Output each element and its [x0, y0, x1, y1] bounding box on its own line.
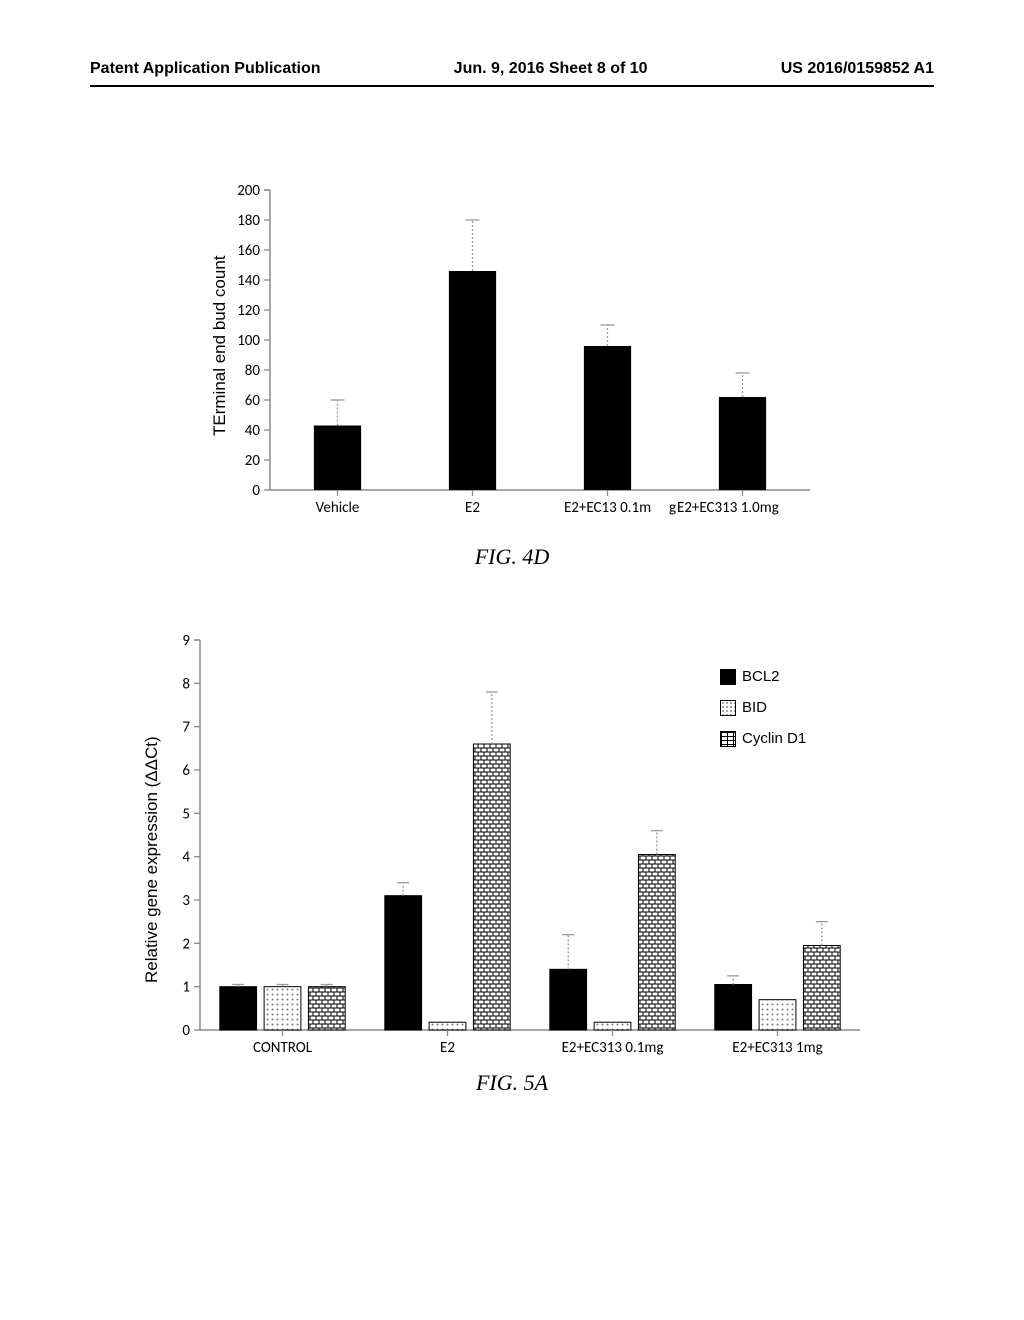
svg-text:9: 9: [182, 632, 190, 650]
header-center: Jun. 9, 2016 Sheet 8 of 10: [454, 60, 648, 78]
svg-text:1: 1: [182, 979, 190, 997]
svg-text:E2: E2: [465, 499, 480, 517]
svg-text:E2+EC313 1.0mg: E2+EC313 1.0mg: [677, 499, 779, 517]
svg-text:2: 2: [182, 935, 190, 953]
svg-text:0: 0: [182, 1022, 190, 1040]
fig-4d-chart: 0 20 40 60 80 100 120 140 160 180 200 Vehicle E2 E2+E…: [224, 182, 820, 526]
svg-text:E2: E2: [440, 1039, 455, 1057]
header-right: US 2016/0159852 A1: [781, 60, 934, 78]
legend-item-bid: BID: [720, 699, 806, 716]
legend-label: BCL2: [742, 668, 780, 685]
legend-label: Cyclin D1: [742, 730, 806, 747]
svg-text:20: 20: [245, 452, 261, 470]
svg-text:CONTROL: CONTROL: [253, 1039, 313, 1057]
header-rule: [90, 85, 934, 87]
svg-text:g: g: [669, 499, 676, 517]
svg-text:120: 120: [237, 302, 260, 320]
svg-text:E2+EC13 0.1m: E2+EC13 0.1m: [564, 499, 651, 517]
fig-4d-caption: FIG. 4D: [0, 544, 1024, 570]
svg-text:4: 4: [182, 849, 190, 867]
svg-text:40: 40: [245, 422, 261, 440]
svg-text:5: 5: [182, 805, 190, 823]
legend-swatch-solid: [720, 669, 736, 685]
svg-text:60: 60: [245, 392, 261, 410]
svg-text:3: 3: [182, 892, 190, 910]
svg-text:80: 80: [245, 362, 261, 380]
legend-label: BID: [742, 699, 767, 716]
fig-5a-caption: FIG. 5A: [0, 1070, 1024, 1096]
svg-text:100: 100: [237, 332, 260, 350]
svg-text:200: 200: [237, 182, 260, 200]
svg-text:7: 7: [182, 719, 190, 737]
svg-text:E2+EC313 1mg: E2+EC313 1mg: [732, 1039, 822, 1057]
header-left: Patent Application Publication: [90, 60, 321, 78]
fig-4d-svg: 0 20 40 60 80 100 120 140 160 180 200 Vehicle E2 E2+E…: [224, 182, 820, 526]
svg-text:180: 180: [237, 212, 260, 230]
svg-text:Vehicle: Vehicle: [316, 499, 360, 517]
legend-item-cyclind1: Cyclin D1: [720, 730, 806, 747]
fig-5a-ylabel: Relative gene expression (ΔΔCt): [142, 737, 162, 984]
svg-text:E2+EC313 0.1mg: E2+EC313 0.1mg: [562, 1039, 664, 1057]
patent-header: Patent Application Publication Jun. 9, 2…: [90, 60, 934, 78]
svg-text:6: 6: [182, 762, 190, 780]
svg-text:0: 0: [252, 482, 260, 500]
fig-4d-ylabel: TErminal end bud count: [210, 256, 230, 437]
svg-text:160: 160: [237, 242, 260, 260]
svg-text:140: 140: [237, 272, 260, 290]
fig-5a-legend: BCL2 BID Cyclin D1: [720, 668, 806, 761]
legend-swatch-dots: [720, 700, 736, 716]
legend-swatch-bricks: [720, 731, 736, 747]
legend-item-bcl2: BCL2: [720, 668, 806, 685]
svg-text:8: 8: [182, 675, 190, 693]
